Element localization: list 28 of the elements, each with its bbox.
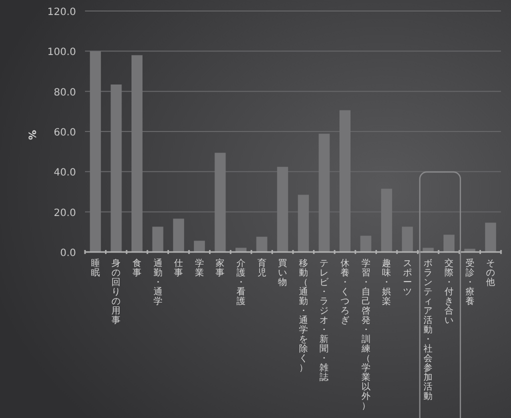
x-tick-label: 趣味・娯楽 bbox=[382, 259, 392, 307]
x-tick-label: 食事 bbox=[132, 259, 142, 278]
x-tick-label: 休養・くつろぎ bbox=[340, 259, 350, 326]
x-tick-label: 交際・付き合い bbox=[444, 259, 454, 326]
x-tick-label: ボランティア活動・社会参加活動 bbox=[424, 259, 433, 402]
x-tick-label: 仕事 bbox=[174, 259, 184, 278]
y-tick-label: 120.0 bbox=[47, 7, 76, 18]
y-tick-label: 100.0 bbox=[47, 47, 76, 58]
x-tick-label: 学習・自己啓発・訓練（学業以外） bbox=[361, 259, 370, 412]
x-tick-label: 介護・看護 bbox=[236, 259, 246, 307]
x-tick-label: 通勤・通学 bbox=[153, 259, 162, 307]
y-tick-label: 60.0 bbox=[54, 128, 76, 138]
x-tick-label: 学業 bbox=[194, 259, 204, 278]
y-tick-label: 20.0 bbox=[54, 208, 76, 219]
x-tick-label: 買い物 bbox=[278, 259, 288, 288]
x-tick-label: 受診・療養 bbox=[465, 259, 474, 307]
y-tick-label: 0.0 bbox=[60, 248, 76, 259]
y-axis-title: % bbox=[28, 130, 39, 140]
x-tick-label: 睡眠 bbox=[90, 259, 100, 278]
x-tick-label: 移動（通勤・通学を除く） bbox=[298, 259, 308, 374]
y-tick-label: 40.0 bbox=[54, 168, 76, 179]
x-tick-label: 家事 bbox=[216, 259, 225, 278]
x-tick-label: その他 bbox=[486, 259, 496, 288]
x-tick-label: 育児 bbox=[257, 259, 266, 278]
x-tick-label: 身の回りの用事 bbox=[112, 259, 121, 326]
x-tick-label: テレビ・ラジオ・新聞・雑誌 bbox=[320, 259, 329, 383]
y-tick-label: 80.0 bbox=[54, 87, 76, 98]
x-tick-label: スポーツ bbox=[402, 259, 412, 298]
